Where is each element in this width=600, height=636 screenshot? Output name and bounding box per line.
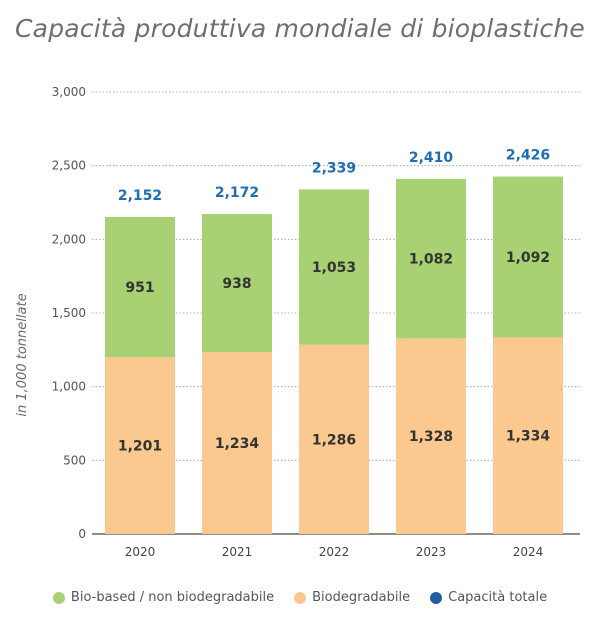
bar-segment-biodegradabile [105, 357, 175, 534]
segment-value-label: 1,092 [506, 250, 550, 266]
bar-segment-biodegradabile [396, 338, 466, 534]
segment-value-label: 1,334 [506, 429, 551, 445]
legend-item: Biodegradabile [294, 590, 410, 605]
total-value-label: 2,410 [409, 150, 454, 166]
bar-segment-bio-based [396, 178, 466, 339]
labels-layer: 0 500 1,000 1,500 2,000 2,500 3,000 1,201 951 2,1… [52, 85, 551, 559]
bar-segment-bio-based [105, 216, 175, 358]
legend-label: Biodegradabile [312, 590, 411, 605]
segment-value-label: 951 [125, 280, 154, 296]
segment-value-label: 1,286 [312, 432, 356, 448]
segment-value-label: 1,234 [215, 436, 260, 452]
y-tick-label: 2,500 [52, 159, 86, 173]
total-value-label: 2,152 [118, 188, 162, 204]
legend-label: Capacità totale [448, 590, 548, 605]
bar-segment-bio-based [299, 189, 369, 345]
legend-swatch [52, 591, 65, 604]
y-tick-label: 500 [63, 453, 86, 467]
y-tick-label: 1,500 [52, 306, 86, 320]
legend: Bio-based / non biodegradabile Biodegrada… [0, 590, 600, 605]
segment-value-label: 1,201 [118, 439, 162, 455]
legend-item: Bio-based / non biodegradabile [52, 590, 275, 605]
bar-segment-biodegradabile [299, 344, 369, 534]
total-value-label: 2,339 [312, 160, 356, 176]
bar-segment-bio-based [202, 213, 272, 353]
x-tick-label: 2023 [416, 545, 447, 559]
bar-segment-bio-based [493, 176, 563, 338]
total-value-label: 2,172 [215, 185, 259, 201]
legend-item: Capacità totale [430, 590, 547, 605]
bar-segment-biodegradabile [493, 337, 563, 534]
y-axis-label: in 1,000 tonnellate [15, 293, 30, 416]
legend-label: Bio-based / non biodegradabile [70, 590, 275, 605]
segment-value-label: 938 [222, 276, 251, 292]
total-value-label: 2,426 [506, 148, 550, 164]
bars-layer [105, 176, 563, 534]
y-tick-label: 3,000 [52, 85, 86, 99]
y-tick-label: 2,000 [52, 232, 86, 246]
x-tick-label: 2021 [222, 545, 253, 559]
y-tick-label: 1,000 [52, 380, 86, 394]
segment-value-label: 1,328 [409, 429, 453, 445]
segment-value-label: 1,053 [312, 260, 356, 276]
y-tick-label: 0 [78, 527, 86, 541]
segment-value-label: 1,082 [409, 252, 453, 268]
x-tick-label: 2020 [125, 545, 156, 559]
bar-segment-biodegradabile [202, 352, 272, 534]
legend-swatch [430, 591, 443, 604]
legend-swatch [294, 591, 307, 604]
x-tick-label: 2022 [319, 545, 350, 559]
chart-title: Capacità produttiva mondiale di bioplast… [15, 14, 585, 43]
x-tick-label: 2024 [513, 545, 544, 559]
